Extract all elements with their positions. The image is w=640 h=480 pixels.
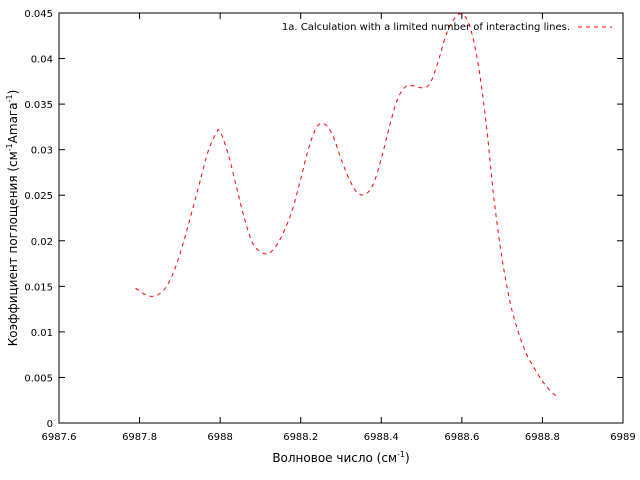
y-axis-title-mid: Amaга (6, 102, 20, 143)
y-axis-title-sup1: -1 (5, 143, 14, 151)
y-tick-label: 0.02 (31, 237, 53, 248)
y-tick-label: 0.01 (31, 328, 53, 339)
x-axis-title-base: Волновое число (см (272, 451, 397, 465)
axis-ticks (58, 12, 624, 424)
y-tick-label: 0.045 (24, 9, 53, 20)
y-axis-title: Коэффициент поглощения (см-1Amaга-1) (5, 90, 20, 347)
plot-frame (58, 12, 624, 424)
legend: 1a. Calculation with a limited number of… (282, 22, 612, 33)
y-tick-label: 0.04 (31, 55, 53, 66)
x-tick-label: 6987.6 (42, 432, 77, 443)
axis-tick-labels: 6987.6 6987.8 6988 6988.2 6988.4 6988.6 6988.8… (24, 9, 635, 443)
y-tick-label: 0.015 (24, 282, 53, 293)
x-tick-label: 6988.4 (364, 432, 399, 443)
x-tick-label: 6987.8 (122, 432, 157, 443)
x-axis-title-sup: -1 (397, 450, 405, 459)
x-tick-label: 6988.6 (444, 432, 479, 443)
x-tick-label: 6989 (610, 432, 635, 443)
legend-label: 1a. Calculation with a limited number of… (282, 22, 570, 33)
x-tick-label: 6988.2 (283, 432, 318, 443)
y-axis-title-sup2: -1 (5, 94, 14, 102)
series-layer (135, 13, 559, 398)
x-tick-label: 6988.8 (525, 432, 560, 443)
y-tick-label: 0.03 (31, 146, 53, 157)
x-tick-label: 6988 (207, 432, 232, 443)
x-axis-title-tail: ) (405, 451, 410, 465)
y-axis-title-tail: ) (6, 90, 20, 95)
y-tick-label: 0 (47, 419, 53, 430)
y-tick-label: 0.025 (24, 191, 53, 202)
series-line (135, 13, 559, 398)
x-axis-title: Волновое число (см-1) (272, 450, 409, 465)
y-tick-label: 0.035 (24, 100, 53, 111)
y-axis-title-base: Коэффициент поглощения (см (6, 151, 20, 346)
y-tick-label: 0.005 (24, 373, 53, 384)
